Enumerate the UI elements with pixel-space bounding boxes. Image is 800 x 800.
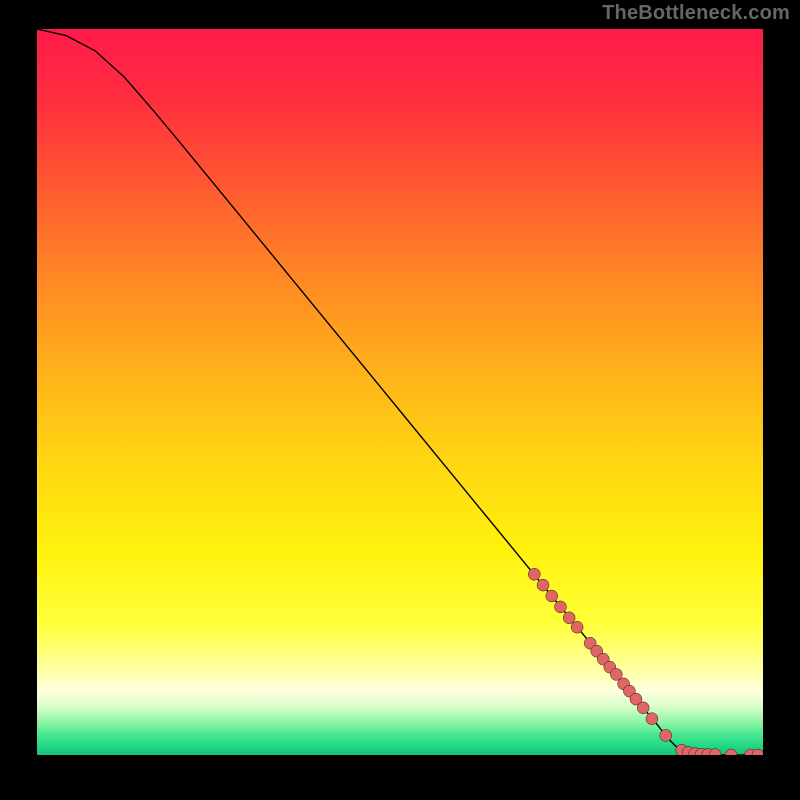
data-marker	[528, 568, 540, 580]
data-marker	[660, 729, 672, 741]
data-marker	[637, 702, 649, 714]
gradient-chart	[37, 29, 763, 755]
data-marker	[646, 713, 658, 725]
data-marker	[546, 590, 558, 602]
chart-background	[37, 29, 763, 755]
chart-frame: TheBottleneck.com	[0, 0, 800, 800]
data-marker	[563, 612, 575, 624]
watermark-text: TheBottleneck.com	[602, 2, 790, 25]
data-marker	[571, 621, 583, 633]
data-marker	[554, 601, 566, 613]
data-marker	[537, 579, 549, 591]
